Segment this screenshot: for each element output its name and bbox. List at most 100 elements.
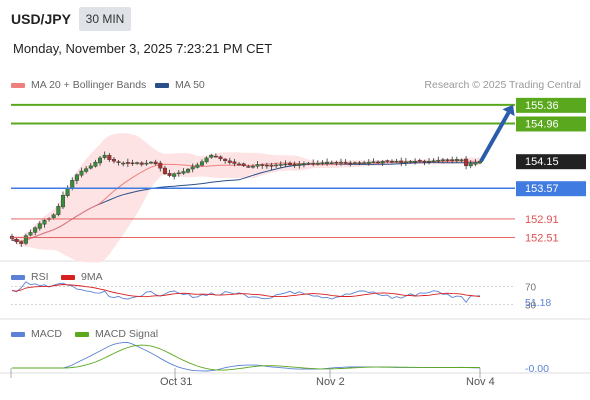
candle bbox=[241, 162, 246, 167]
candle bbox=[371, 158, 376, 164]
candle bbox=[33, 226, 38, 236]
candle bbox=[362, 160, 367, 165]
candle bbox=[311, 159, 316, 167]
candle bbox=[385, 159, 390, 164]
rsi-last-value: 51.18 bbox=[525, 297, 551, 309]
candle bbox=[130, 159, 135, 166]
candle bbox=[431, 158, 436, 163]
candle bbox=[315, 160, 320, 166]
candle bbox=[288, 161, 293, 167]
candle bbox=[28, 229, 33, 237]
level-155-36: 155.36 bbox=[11, 97, 586, 113]
candle bbox=[223, 158, 228, 164]
rsi-line bbox=[11, 281, 481, 304]
level-154-15: 154.15 bbox=[516, 154, 586, 170]
candle bbox=[98, 155, 103, 166]
candle bbox=[408, 160, 413, 164]
candle bbox=[195, 162, 200, 169]
candle bbox=[338, 158, 343, 166]
candle bbox=[250, 164, 255, 169]
level-152-51: 152.51 bbox=[11, 233, 559, 245]
level-152-91: 152.91 bbox=[11, 214, 559, 226]
macd-label: MACD bbox=[31, 328, 62, 340]
candle bbox=[269, 162, 274, 170]
candle bbox=[74, 173, 79, 185]
candle bbox=[167, 169, 172, 178]
candle bbox=[144, 160, 149, 166]
candle bbox=[42, 219, 47, 228]
level-label: 152.91 bbox=[525, 214, 559, 226]
rsi-level-label: 70 bbox=[525, 283, 537, 294]
candle bbox=[93, 159, 98, 168]
candle bbox=[380, 159, 385, 166]
macd-signal-line bbox=[12, 344, 481, 371]
candle bbox=[149, 161, 154, 165]
candle bbox=[413, 158, 418, 165]
candle bbox=[399, 157, 404, 167]
ma20-label: MA 20 + Bollinger Bands bbox=[31, 79, 147, 91]
price-levels: 155.36 154.96 154.15 153.57 152.91 152.51 bbox=[11, 97, 586, 245]
forecast-arrow bbox=[479, 104, 515, 163]
rsi-ma-label: 9MA bbox=[81, 271, 103, 283]
ma20-swatch bbox=[11, 82, 25, 88]
candle bbox=[334, 160, 339, 166]
candle bbox=[37, 221, 42, 231]
bollinger-band-fill bbox=[12, 133, 480, 263]
candle bbox=[102, 151, 107, 160]
candle bbox=[445, 158, 450, 163]
candle bbox=[107, 152, 112, 162]
candle bbox=[422, 159, 427, 166]
candle bbox=[139, 161, 144, 167]
symbol-title: USD/JPY bbox=[11, 11, 71, 27]
candle bbox=[60, 191, 65, 210]
candle bbox=[348, 160, 353, 167]
level-label: 154.15 bbox=[525, 156, 559, 168]
level-label: 155.36 bbox=[525, 100, 559, 112]
legend-macd-signal: MACD Signal bbox=[75, 328, 158, 340]
candle bbox=[23, 233, 28, 246]
candle bbox=[158, 160, 163, 172]
candle bbox=[357, 160, 362, 166]
candles bbox=[9, 151, 483, 248]
candle bbox=[454, 156, 459, 163]
macd-last-value: -0.00 bbox=[525, 363, 549, 375]
chart-header: USD/JPY 30 MIN bbox=[0, 0, 590, 38]
macd-line bbox=[12, 341, 481, 372]
macd-signal-swatch bbox=[75, 331, 89, 337]
candle bbox=[213, 153, 218, 158]
candle bbox=[135, 161, 140, 165]
candle bbox=[297, 160, 302, 169]
candle bbox=[111, 156, 116, 164]
candle bbox=[19, 240, 24, 248]
candle bbox=[218, 155, 223, 162]
candle bbox=[278, 161, 283, 169]
level-label: 152.51 bbox=[525, 233, 559, 245]
x-axis bbox=[10, 368, 481, 378]
candle bbox=[255, 160, 260, 169]
candle bbox=[237, 162, 242, 166]
candle bbox=[468, 160, 473, 169]
candle bbox=[172, 172, 177, 180]
candle bbox=[56, 203, 61, 217]
timeframe-button[interactable]: 30 MIN bbox=[79, 7, 131, 31]
level-label: 153.57 bbox=[525, 183, 559, 195]
x-tick-nov-2: Nov 2 bbox=[316, 376, 345, 388]
candle bbox=[343, 159, 348, 165]
candle bbox=[403, 158, 408, 166]
forecast-arrow-shaft bbox=[479, 111, 511, 163]
candle bbox=[190, 163, 195, 173]
candle bbox=[264, 162, 269, 169]
level-154-96: 154.96 bbox=[11, 116, 586, 132]
candle bbox=[301, 161, 306, 168]
rsi-label: RSI bbox=[31, 271, 49, 283]
legend-rsi: RSI bbox=[11, 271, 49, 283]
candle bbox=[329, 160, 334, 165]
legend-ma50: MA 50 bbox=[155, 79, 205, 91]
candle bbox=[199, 159, 204, 167]
forecast-arrow-head bbox=[502, 104, 515, 117]
candle bbox=[376, 160, 381, 165]
candle bbox=[464, 155, 469, 170]
bollinger-bands bbox=[12, 133, 480, 263]
candle bbox=[260, 163, 265, 169]
